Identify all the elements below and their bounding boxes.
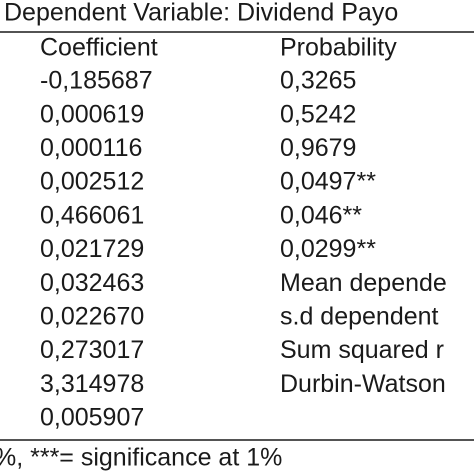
table-cell: 0,3265 bbox=[280, 67, 356, 95]
title: Dependent Variable: Dividend Payo bbox=[4, 0, 398, 27]
table-cell: -0,185687 bbox=[40, 67, 153, 95]
table-cell: 0,032463 bbox=[40, 269, 144, 297]
table-cell: 0,022670 bbox=[40, 303, 144, 331]
table-cell: 0,0299** bbox=[280, 235, 376, 263]
table-cell: 0,273017 bbox=[40, 336, 144, 364]
table-cell: 0,000619 bbox=[40, 100, 144, 128]
table-cell: 0,466061 bbox=[40, 201, 144, 229]
column-header: Probability bbox=[280, 34, 397, 62]
table-cell: Durbin-Watson bbox=[280, 370, 446, 398]
table-cell: 0,000116 bbox=[40, 134, 142, 162]
table-cell: 0,046** bbox=[280, 201, 362, 229]
column-header: Coefficient bbox=[40, 34, 158, 62]
table-cell: 3,314978 bbox=[40, 370, 144, 398]
table-cell: 0,005907 bbox=[40, 404, 144, 432]
table-cell: 0,0497** bbox=[280, 168, 376, 196]
table-cell: 0,021729 bbox=[40, 235, 144, 263]
table-body: -0,185687 0,3265 0,000619 0,5242 0,000116 0,9… bbox=[40, 67, 447, 432]
table-cell: s.d dependent bbox=[280, 303, 439, 331]
table-cell: 0,9679 bbox=[280, 134, 356, 162]
table-cell: Sum squared r bbox=[280, 336, 444, 364]
table-cell: Mean depende bbox=[280, 269, 447, 297]
table-cell: 0,002512 bbox=[40, 168, 144, 196]
footnote: %, ***= significance at 1% bbox=[0, 444, 282, 472]
table-cell: 0,5242 bbox=[280, 100, 356, 128]
